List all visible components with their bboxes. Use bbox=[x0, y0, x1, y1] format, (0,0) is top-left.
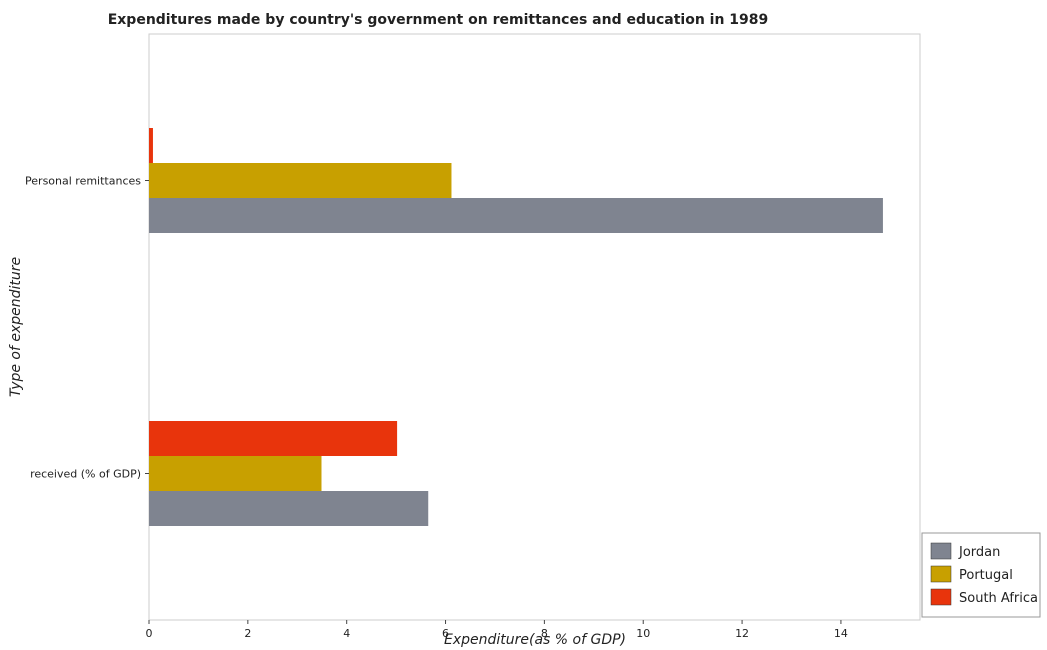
legend-swatch bbox=[930, 565, 952, 583]
y-axis-label: Type of expenditure bbox=[8, 257, 24, 397]
legend-label: Portugal bbox=[959, 568, 1013, 583]
y-tick-label: Personal remittances bbox=[25, 175, 141, 188]
chart-title: Expenditures made by country's governmen… bbox=[108, 12, 769, 28]
legend-label: Jordan bbox=[958, 545, 1000, 560]
x-tick-label: 0 bbox=[146, 627, 153, 640]
legend-swatch bbox=[930, 542, 952, 560]
bar-portugal bbox=[149, 456, 322, 491]
x-tick-label: 4 bbox=[343, 627, 350, 640]
x-tick-label: 2 bbox=[244, 627, 251, 640]
bar-south-africa bbox=[149, 128, 153, 163]
bar-south-africa bbox=[149, 421, 398, 456]
x-axis: 0 2 4 6 8 10 12 14 bbox=[146, 620, 848, 640]
x-axis-label: Expenditure(as % of GDP) bbox=[444, 632, 626, 648]
legend: Jordan Portugal South Africa bbox=[921, 532, 1041, 618]
x-tick-label: 10 bbox=[636, 627, 650, 640]
x-tick-label: 14 bbox=[834, 627, 848, 640]
y-axis: Personal remittances received (% of GDP) bbox=[25, 175, 149, 481]
x-tick-label: 8 bbox=[541, 627, 548, 640]
bar-jordan bbox=[149, 491, 429, 526]
bar-portugal bbox=[149, 163, 452, 198]
legend-label: South Africa bbox=[959, 591, 1038, 606]
bars-layer bbox=[149, 128, 883, 526]
x-tick-label: 12 bbox=[735, 627, 749, 640]
plot-area bbox=[148, 33, 921, 621]
bar-jordan bbox=[149, 198, 883, 233]
y-tick-label: received (% of GDP) bbox=[30, 468, 141, 481]
x-tick-label: 6 bbox=[442, 627, 449, 640]
legend-swatch bbox=[930, 588, 952, 606]
